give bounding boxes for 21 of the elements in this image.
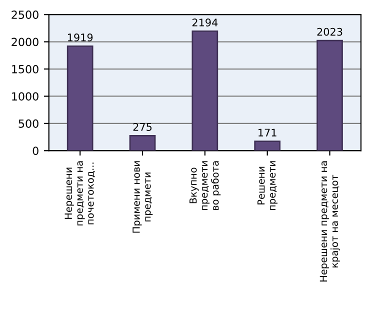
y-tick-label: 0	[32, 146, 38, 156]
bar	[129, 134, 156, 151]
bar	[192, 30, 218, 151]
data-label: 275	[133, 123, 152, 131]
y-tick-label: 2000	[12, 38, 38, 46]
x-tick-label: Нерешени предмети на почетокод...	[64, 161, 95, 226]
x-tick-label: Примени нови предмети	[132, 161, 153, 233]
data-label: 171	[258, 128, 276, 136]
data-label: 2023	[317, 28, 342, 36]
data-label: 2194	[192, 18, 218, 26]
y-tick-label: 2500	[12, 10, 38, 19]
data-label: 1919	[68, 34, 93, 42]
x-tick-label: Нерешени предмети на крајот на месецот	[320, 161, 340, 282]
y-tick-label: 1000	[12, 92, 38, 101]
bar	[316, 40, 343, 151]
y-tick-label: 500	[18, 119, 38, 128]
bar	[254, 140, 281, 151]
y-tick-label: 1500	[12, 64, 38, 74]
bar	[66, 46, 94, 151]
x-tick-label: Решени предмети	[257, 161, 278, 210]
x-tick-label: Вкупно предмети во работа	[190, 161, 221, 210]
